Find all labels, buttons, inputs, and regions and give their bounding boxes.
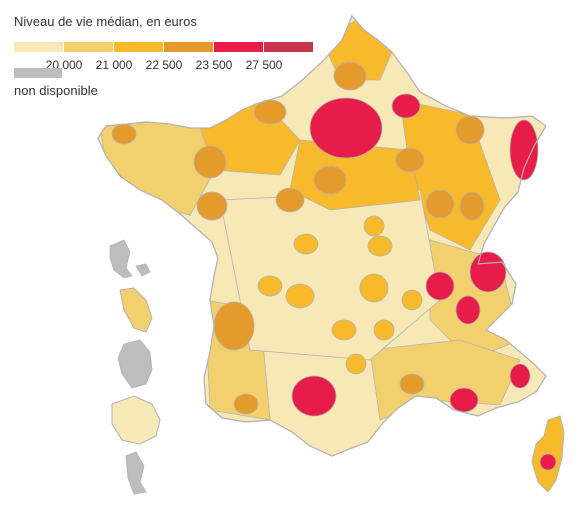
troyes-area — [395, 147, 425, 173]
legend-title: Niveau de vie médian, en euros — [14, 14, 197, 29]
orleans-area — [313, 165, 347, 195]
legend-color-scale — [14, 42, 314, 52]
clermont-area — [359, 273, 389, 303]
poitiers-area — [293, 233, 319, 255]
legend-swatch-4 — [164, 42, 213, 52]
alsace-area — [509, 119, 539, 181]
bourges-area — [363, 215, 385, 237]
toulouse-area — [291, 375, 337, 417]
vichy-area — [367, 235, 393, 257]
dijon-area — [425, 189, 455, 219]
martinique-inset — [119, 287, 153, 333]
legend-swatch-3 — [114, 42, 163, 52]
nantes-area — [196, 191, 228, 221]
saint-etienne-area — [401, 289, 423, 311]
montpellier-area — [399, 373, 425, 395]
legend-not-available-swatch — [14, 68, 62, 78]
legend-swatch-6 — [264, 42, 313, 52]
metz-area — [455, 115, 485, 145]
tours-area — [275, 187, 305, 213]
limoges-area — [285, 283, 315, 309]
reims-area — [391, 93, 421, 119]
lyon-area — [425, 271, 455, 301]
albi-area — [345, 353, 367, 375]
pau-area — [233, 393, 259, 415]
bordeaux-area — [213, 301, 255, 351]
ajaccio-area — [539, 453, 557, 471]
besancon-area — [459, 191, 485, 221]
legend-not-available-label: non disponible — [14, 83, 98, 98]
reunion-inset — [111, 395, 161, 445]
rodez-area — [331, 319, 357, 341]
legend-swatch-2 — [64, 42, 113, 52]
grenoble-area — [455, 295, 481, 325]
guadeloupe-inset — [109, 239, 133, 279]
legend-threshold-4: 23 500 — [195, 58, 233, 72]
legend-swatch-5 — [214, 42, 263, 52]
paris-area — [309, 97, 383, 159]
legend-threshold-3: 22 500 — [145, 58, 183, 72]
marseille-area — [449, 387, 479, 413]
legend-threshold-5: 27 500 — [245, 58, 283, 72]
map-legend: Niveau de vie médian, en euros 20 000 21… — [12, 14, 322, 104]
legend-swatch-1 — [14, 42, 63, 52]
brest-area — [111, 123, 137, 145]
le-puy-area — [373, 319, 395, 341]
mayotte-inset — [125, 451, 147, 495]
urban-areas — [111, 61, 539, 417]
guadeloupe-islet-inset — [135, 263, 151, 277]
geneva-border-area — [469, 251, 507, 293]
lille-area — [333, 61, 367, 91]
guyane-inset — [117, 339, 153, 389]
angouleme-area — [257, 275, 283, 297]
rennes-area — [193, 145, 227, 179]
legend-threshold-2: 21 000 — [95, 58, 133, 72]
nice-area — [509, 363, 531, 389]
south-east-area — [369, 339, 521, 421]
